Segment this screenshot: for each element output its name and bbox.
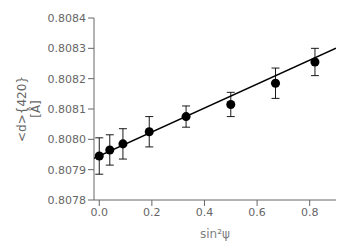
svg-text:<d>{420}[Å]: <d>{420}[Å] [15,76,43,142]
svg-text:0.8084: 0.8084 [48,12,87,25]
svg-text:0.8: 0.8 [301,206,319,219]
svg-text:0.8078: 0.8078 [48,194,87,207]
svg-text:0.6: 0.6 [248,206,266,219]
svg-text:0.4: 0.4 [196,206,214,219]
svg-text:sin²ψ: sin²ψ [200,227,230,241]
svg-text:0.8080: 0.8080 [48,133,87,146]
svg-text:0.8083: 0.8083 [48,42,87,55]
svg-text:0.0: 0.0 [91,206,109,219]
svg-text:0.8082: 0.8082 [48,73,87,86]
svg-text:0.2: 0.2 [143,206,161,219]
svg-text:0.8081: 0.8081 [48,103,87,116]
svg-text:0.8079: 0.8079 [48,164,87,177]
